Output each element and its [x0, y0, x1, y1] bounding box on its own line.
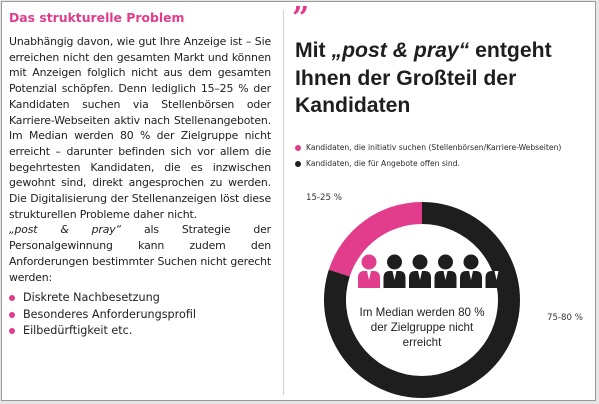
bullet-icon	[9, 328, 15, 335]
donut-chart: 15-25 % 75-80 % Im Median werden 80 % de…	[306, 193, 583, 398]
list-item-label: Diskrete Nachbesetzung	[23, 291, 160, 305]
person-icon	[485, 254, 508, 288]
bullet-icon	[9, 311, 15, 318]
quote-mark-icon: ”	[292, 1, 310, 36]
legend-item-initiative: Kandidaten, die initiativ suchen (Stelle…	[295, 143, 595, 152]
left-column: Das strukturelle Problem Unabhängig davo…	[9, 10, 271, 340]
list-item: Besonderes Anforderungsprofil	[9, 307, 271, 323]
legend-label: Kandidaten, die initiativ suchen (Stelle…	[306, 143, 562, 152]
center-text-line-2: der Zielgruppe nicht	[371, 321, 474, 334]
slice-label-small: 15-25 %	[306, 193, 342, 203]
headline: Mit „post & pray“ entgeht Ihnen der Groß…	[295, 37, 595, 120]
list-item-label: Besonderes Anforderungsprofil	[23, 307, 197, 321]
body-paragraph-2: „post & pray“ als Strategie der Personal…	[9, 222, 271, 285]
center-text-line-1: Im Median werden 80 %	[359, 306, 484, 319]
center-text-line-3: erreicht	[403, 336, 442, 349]
bullet-list: Diskrete Nachbesetzung Besonderes Anford…	[9, 290, 271, 339]
post-pray-emphasis: „post & pray“	[9, 223, 122, 237]
legend-dot-icon	[295, 144, 301, 151]
headline-part-2: entgeht Ihnen der Großteil der Kandidate…	[295, 39, 552, 117]
list-item-label: Eilbedürftigkeit etc.	[23, 324, 133, 338]
headline-emphasis: „post & pray“	[331, 39, 470, 62]
legend-item-open: Kandidaten, die für Angebote offen sind.	[295, 159, 595, 168]
bullet-icon	[9, 295, 15, 302]
list-item: Diskrete Nachbesetzung	[9, 290, 271, 306]
headline-part-1: Mit	[295, 39, 332, 62]
person-icon	[460, 254, 482, 288]
column-divider	[283, 10, 284, 395]
body-paragraph-2-text: als Strategie der Personalgewinnung kann…	[9, 223, 271, 284]
list-item: Eilbedürftigkeit etc.	[9, 323, 271, 339]
donut-ring	[324, 202, 520, 398]
donut-slice-initiative	[328, 202, 422, 277]
people-icons-group	[358, 254, 508, 288]
person-icon	[383, 254, 406, 288]
legend-label: Kandidaten, die für Angebote offen sind.	[306, 159, 460, 168]
person-icon-highlighted	[358, 254, 380, 288]
person-icon	[434, 254, 457, 288]
body-paragraph-1: Unabhängig davon, wie gut Ihre Anzeige i…	[9, 35, 271, 221]
person-icon	[409, 254, 431, 288]
legend-dot-icon	[295, 160, 301, 167]
slice-label-large: 75-80 %	[547, 313, 583, 323]
section-heading: Das strukturelle Problem	[9, 10, 185, 25]
chart-legend: Kandidaten, die initiativ suchen (Stelle…	[295, 143, 595, 175]
